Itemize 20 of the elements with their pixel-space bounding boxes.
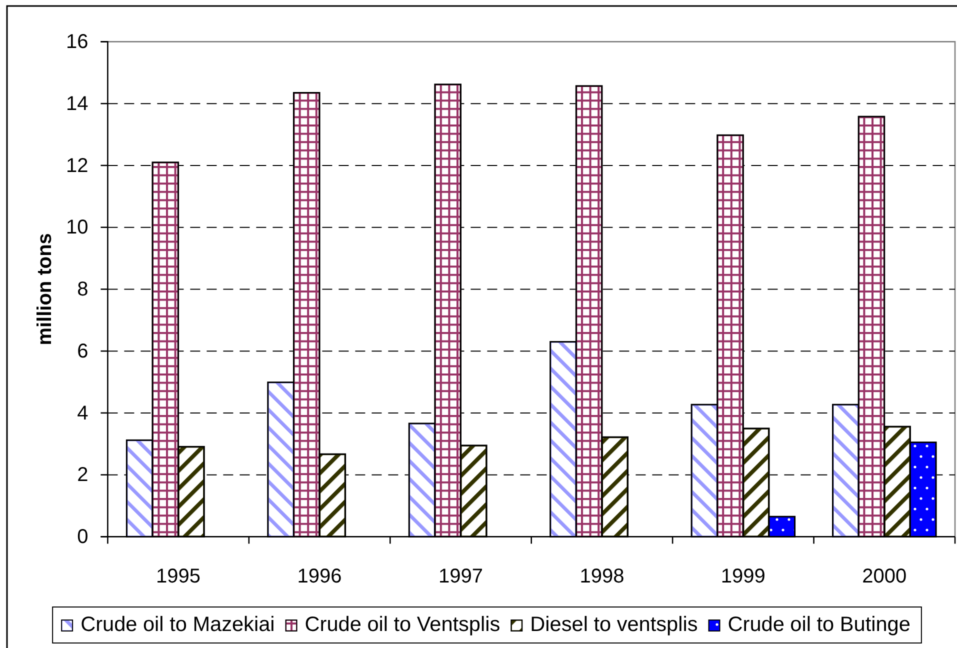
y-tick-label: 10	[66, 216, 88, 239]
legend-label: Crude oil to Butinge	[728, 613, 910, 636]
x-tick-label: 1999	[720, 566, 766, 588]
y-tick-label: 8	[77, 278, 88, 301]
x-tick-label: 1997	[438, 566, 483, 588]
y-axis-title: million tons	[34, 233, 56, 346]
legend-label: Crude oil to Ventsplis	[304, 613, 500, 636]
y-tick-label: 0	[77, 526, 88, 548]
y-tick-label: 4	[77, 402, 88, 424]
y-tick-label: 16	[66, 31, 88, 54]
x-tick-label: 1995	[156, 566, 201, 588]
y-tick-label: 6	[77, 340, 88, 362]
legend-label: Crude oil to Mazekiai	[80, 613, 275, 636]
y-tick-label: 2	[77, 464, 88, 486]
legend-label: Diesel to ventsplis	[530, 613, 698, 636]
x-tick-label: 1998	[580, 566, 624, 588]
y-tick-label: 12	[66, 154, 88, 177]
x-tick-label: 1996	[297, 566, 342, 588]
x-tick-label: 2000	[862, 566, 907, 588]
y-tick-label: 14	[66, 92, 88, 115]
